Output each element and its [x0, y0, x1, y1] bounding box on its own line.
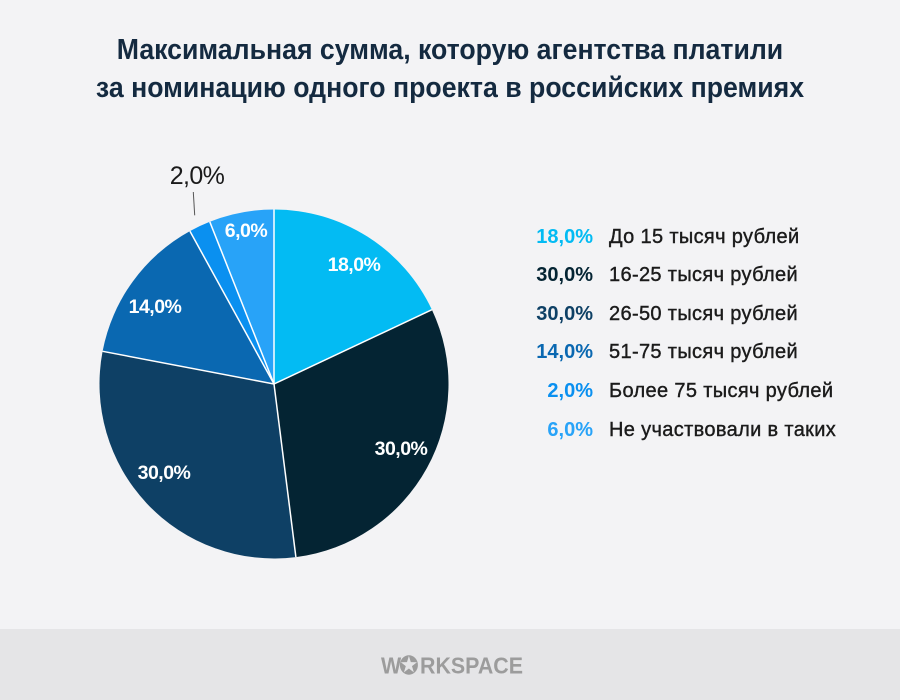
svg-text:6,0%: 6,0% — [225, 220, 268, 242]
svg-text:W: W — [381, 653, 401, 679]
svg-text:RKSPACE: RKSPACE — [420, 653, 523, 679]
svg-text:30,0%: 30,0% — [138, 462, 191, 484]
svg-text:14,0%: 14,0% — [129, 296, 182, 318]
svg-text:30,0%: 30,0% — [375, 438, 428, 460]
svg-text:2,0%: 2,0% — [170, 162, 225, 190]
svg-text:18,0%: 18,0% — [328, 254, 381, 276]
